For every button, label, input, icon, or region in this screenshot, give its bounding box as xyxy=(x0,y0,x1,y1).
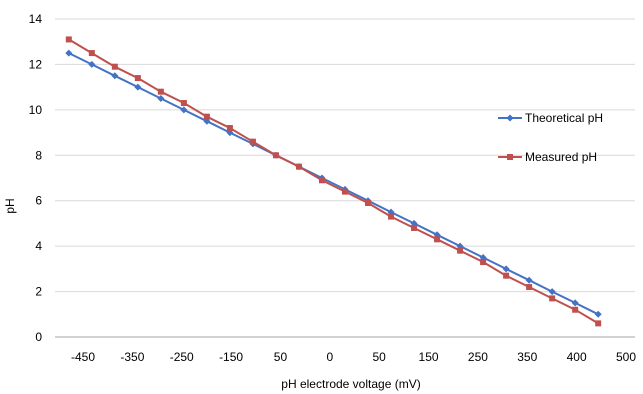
x-tick-label: 350 xyxy=(517,350,537,364)
data-point xyxy=(111,72,119,80)
data-point xyxy=(88,60,96,68)
legend-marker xyxy=(506,114,514,122)
data-point xyxy=(111,63,118,70)
data-point xyxy=(388,213,395,220)
data-point xyxy=(526,284,533,291)
x-tick-label: 50 xyxy=(274,350,288,364)
data-point xyxy=(411,224,418,231)
data-point xyxy=(134,75,141,82)
x-tick-label: 50 xyxy=(373,350,387,364)
series-group xyxy=(65,36,602,327)
data-point xyxy=(157,95,165,102)
data-point xyxy=(65,36,72,43)
data-point xyxy=(572,306,579,313)
legend-label: Theoretical pH xyxy=(525,111,603,125)
data-point xyxy=(503,272,510,279)
x-axis-title: pH electrode voltage (mV) xyxy=(281,377,420,391)
series-line xyxy=(68,38,599,325)
data-point xyxy=(525,276,533,284)
legend-label: Measured pH xyxy=(525,150,597,164)
y-tick-label: 14 xyxy=(29,12,43,26)
y-axis-title: pH xyxy=(3,198,17,213)
data-point xyxy=(295,163,302,170)
data-point xyxy=(502,265,510,273)
x-axis-tick-labels: -450 -350 -250 -150 50 0 50 150 250 350 400 500 xyxy=(71,350,636,364)
data-point xyxy=(342,188,348,195)
y-tick-label: 4 xyxy=(35,239,42,253)
data-point xyxy=(180,100,187,107)
x-tick-label: -150 xyxy=(219,350,243,364)
x-tick-label: -350 xyxy=(120,350,144,364)
x-tick-label: 150 xyxy=(419,350,439,364)
gridlines xyxy=(55,18,635,293)
y-tick-label: 8 xyxy=(35,148,42,162)
data-point xyxy=(226,125,233,132)
data-point xyxy=(365,199,372,206)
data-point xyxy=(180,106,188,114)
data-point xyxy=(595,320,602,327)
data-point xyxy=(157,88,164,95)
data-point xyxy=(594,310,602,318)
data-point xyxy=(548,288,556,296)
legend-marker xyxy=(507,154,513,160)
x-tick-label: -250 xyxy=(170,350,194,364)
x-tick-label: 0 xyxy=(326,350,333,364)
data-point xyxy=(88,50,95,57)
data-point xyxy=(65,49,73,57)
data-point xyxy=(134,83,142,91)
data-point xyxy=(203,113,210,120)
data-point xyxy=(434,236,441,243)
data-point xyxy=(480,259,487,266)
data-point xyxy=(272,152,279,159)
series-line xyxy=(68,52,599,316)
data-point xyxy=(571,299,579,307)
data-point xyxy=(249,138,256,145)
legend: Theoretical pH Measured pH xyxy=(498,111,603,164)
x-tick-label: 400 xyxy=(567,350,587,364)
data-point xyxy=(549,295,556,302)
y-tick-label: 12 xyxy=(29,57,43,71)
data-point xyxy=(318,177,325,184)
data-point xyxy=(457,247,464,254)
y-axis-tick-labels: 0 2 4 6 8 10 12 14 xyxy=(29,12,43,344)
x-tick-label: 500 xyxy=(616,350,636,364)
y-tick-label: 0 xyxy=(35,330,42,344)
x-tick-label: 250 xyxy=(468,350,488,364)
x-tick-label: -450 xyxy=(71,350,95,364)
y-tick-label: 6 xyxy=(35,194,42,208)
y-tick-label: 10 xyxy=(29,103,43,117)
y-tick-label: 2 xyxy=(35,285,42,299)
